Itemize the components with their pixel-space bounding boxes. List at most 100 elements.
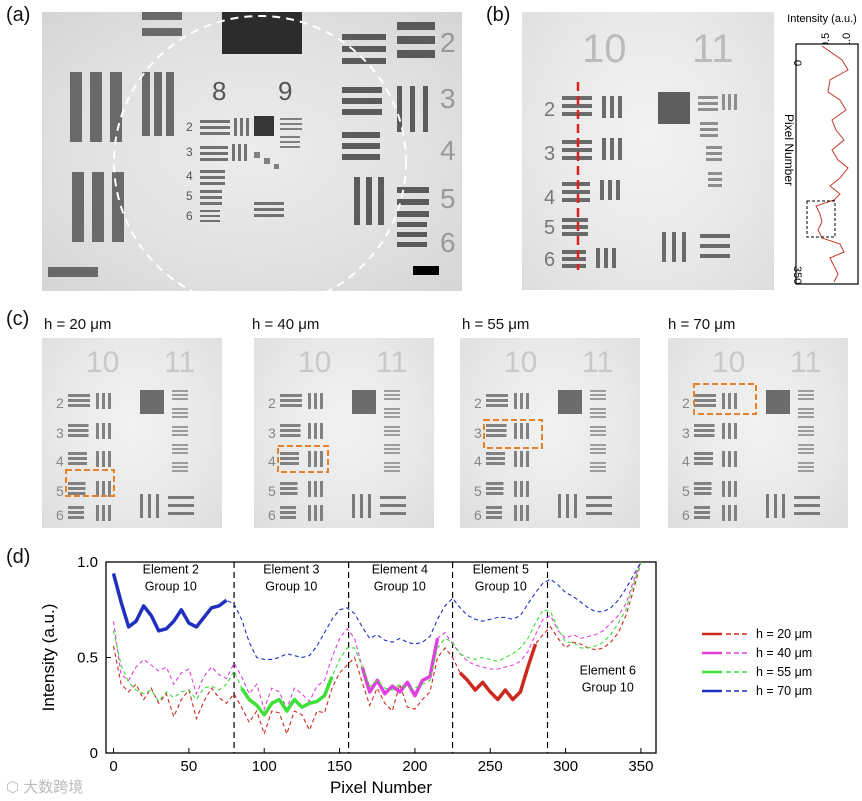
element-number: 5: [56, 483, 64, 499]
series-line: [112, 561, 642, 716]
bar: [148, 494, 151, 518]
plot-frame: [105, 561, 657, 754]
bar: [486, 511, 502, 514]
bar: [728, 505, 731, 521]
element-number: 2: [544, 99, 555, 121]
bar: [590, 470, 606, 472]
bar: [798, 408, 814, 410]
element-number: 2: [474, 395, 482, 411]
x-tick-label: 150: [327, 758, 352, 775]
bar: [590, 462, 606, 464]
bar: [368, 494, 371, 518]
bar: [514, 481, 517, 497]
dark-square: [766, 390, 790, 414]
panel-d-chart: 0 50 100 150 200 250 300 350 0 0.5 1.0 Pixel Number…: [39, 554, 812, 797]
bar: [520, 393, 523, 409]
bar: [590, 448, 606, 450]
group-number-11: 11: [164, 346, 195, 379]
bar: [172, 462, 188, 464]
bar: [314, 393, 317, 409]
bar: [314, 505, 317, 521]
bar: [280, 482, 298, 485]
bar: [380, 512, 406, 515]
bar: [68, 424, 89, 427]
element-annotation: Group 10: [374, 579, 426, 593]
element-annotation: Group 10: [475, 579, 527, 593]
panel-d-label: (d): [6, 546, 31, 568]
bar: [694, 424, 715, 427]
profile-tick-0: 0: [791, 60, 803, 66]
bar: [280, 429, 301, 432]
bar: [520, 505, 523, 521]
element-annotation: Group 10: [582, 681, 634, 695]
bar: [102, 505, 105, 521]
dark-square: [558, 390, 582, 414]
x-axis-label: Pixel Number: [330, 778, 432, 797]
bar: [384, 470, 400, 472]
legend-label: h = 40 μm: [756, 646, 812, 660]
bar: [728, 451, 731, 467]
bar: [172, 416, 188, 418]
bar: [526, 393, 529, 409]
x-tick-label: 300: [553, 758, 578, 775]
bar: [486, 482, 504, 485]
bar: [694, 462, 713, 465]
bar: [722, 481, 725, 497]
bar: [566, 494, 569, 518]
panel-a-label: (a): [6, 4, 31, 26]
bar: [590, 434, 606, 436]
bar: [486, 424, 507, 427]
bar: [486, 404, 508, 407]
bar: [108, 505, 111, 521]
bar: [486, 457, 505, 460]
bar: [798, 434, 814, 436]
element-number: 2: [268, 395, 276, 411]
bar: [172, 466, 188, 468]
bar: [384, 394, 400, 396]
element-number: 4: [474, 453, 482, 469]
bar: [172, 426, 188, 428]
bar: [352, 494, 355, 518]
series-highlight: [111, 573, 228, 633]
bar: [96, 451, 99, 467]
bar: [172, 408, 188, 410]
bar: [486, 434, 507, 437]
bar: [722, 505, 725, 521]
bar: [520, 423, 523, 439]
x-tick-label: 200: [402, 758, 427, 775]
element-number: 5: [268, 483, 276, 499]
bar: [172, 398, 188, 400]
bar: [794, 504, 820, 507]
bar: [734, 423, 737, 439]
bar: [68, 404, 90, 407]
bar: [694, 516, 710, 519]
bar: [526, 423, 529, 439]
watermark-text: 大数跨境: [23, 779, 84, 796]
element-number: 3: [56, 425, 64, 441]
bar: [590, 466, 606, 468]
element-number: 5: [186, 189, 193, 203]
element-number: 6: [544, 249, 555, 271]
bar: [384, 448, 400, 450]
bar: [172, 412, 188, 414]
highlight-box: [277, 445, 329, 473]
group-number-10: 10: [582, 27, 627, 71]
panel-c-label: (c): [6, 308, 30, 330]
bar: [308, 481, 311, 497]
panel-c-micrograph: 10 11 2 3 4 5 6: [460, 338, 640, 528]
bar: [590, 426, 606, 428]
bar: [734, 505, 737, 521]
element-annotation: Group 10: [145, 579, 197, 593]
bar: [96, 505, 99, 521]
panel-c-micrograph: 10 11 2 3 4 5 6: [668, 338, 848, 528]
bar: [280, 424, 301, 427]
bar: [590, 408, 606, 410]
group-number-8: 8: [212, 76, 226, 106]
bar: [384, 426, 400, 428]
bar: [280, 492, 298, 495]
bar: [486, 394, 508, 397]
panel-c-target-pattern: 10 11 2 3 4 5 6: [56, 346, 195, 523]
bar: [68, 452, 87, 455]
bar: [384, 444, 400, 446]
x-tick-label: 50: [181, 758, 198, 775]
